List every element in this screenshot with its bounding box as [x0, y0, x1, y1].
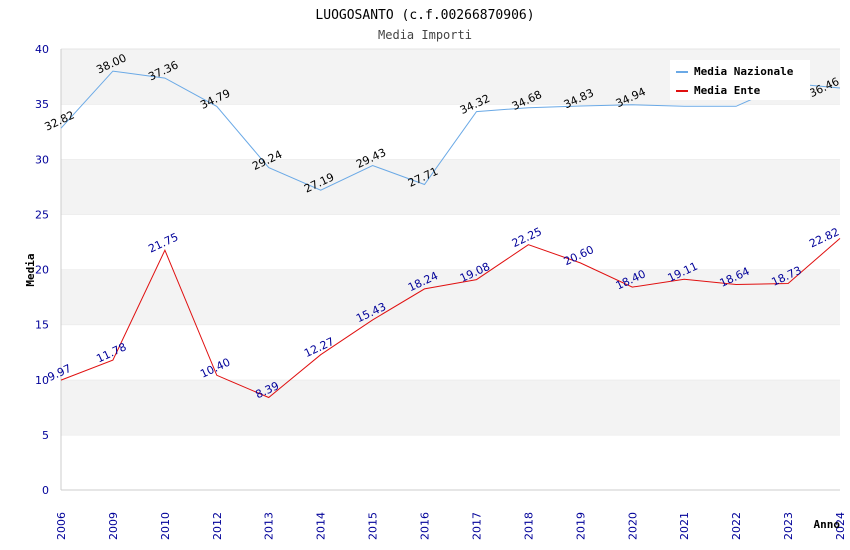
- grid-band: [61, 159, 840, 215]
- x-tick-label: 2015: [367, 512, 380, 540]
- x-tick-label: 2018: [522, 512, 535, 540]
- x-tick-label: 2010: [159, 512, 172, 540]
- y-tick-label: 35: [35, 98, 49, 111]
- x-tick-label: 2019: [574, 512, 587, 540]
- series-lines: [60, 70, 841, 399]
- series-line-ente: [60, 238, 841, 399]
- x-tick-label: 2016: [419, 512, 432, 540]
- legend: Media Nazionale Media Ente: [670, 60, 810, 100]
- y-tick-label: 5: [42, 429, 49, 442]
- x-tick-label: 2017: [470, 512, 483, 540]
- x-tick-label: 2021: [678, 512, 691, 540]
- chart-title: LUOGOSANTO (c.f.00266870906): [315, 8, 534, 23]
- x-tick-label: 2014: [315, 512, 328, 540]
- x-axis-ticks: 2006 2009 2010 2012 2013 2014 2015 2016 2017 2018…: [55, 512, 847, 540]
- grid-band: [61, 269, 840, 325]
- grid-bands: [60, 48, 840, 491]
- grid-band: [61, 214, 840, 270]
- y-tick-label: 20: [35, 264, 49, 277]
- legend-label-nazionale: Media Nazionale: [694, 65, 794, 78]
- y-tick-label: 40: [35, 43, 49, 56]
- x-tick-label: 2023: [782, 512, 795, 540]
- x-tick-label: 2012: [211, 512, 224, 540]
- legend-label-ente: Media Ente: [694, 84, 761, 97]
- series-line-nazionale: [60, 70, 841, 191]
- y-tick-label: 15: [35, 319, 49, 332]
- x-tick-label: 2022: [730, 512, 743, 540]
- grid-band: [61, 379, 840, 435]
- x-axis-label: Anno: [814, 518, 841, 531]
- x-tick-label: 2020: [626, 512, 639, 540]
- x-tick-label: 2006: [55, 512, 68, 540]
- y-tick-label: 10: [35, 374, 49, 387]
- y-tick-label: 25: [35, 208, 49, 221]
- grid-band: [61, 324, 840, 380]
- x-tick-label: 2009: [107, 512, 120, 540]
- y-axis-label: Media: [24, 253, 37, 286]
- y-tick-label: 30: [35, 153, 49, 166]
- y-tick-label: 0: [42, 484, 49, 497]
- x-tick-label: 2024: [834, 512, 847, 540]
- grid-band: [61, 434, 840, 490]
- legend-box: [670, 60, 810, 100]
- chart-subtitle: Media Importi: [378, 28, 472, 42]
- y-axis-ticks: 0 5 10 15 20 25 30 35 40: [35, 43, 49, 497]
- grid-band: [61, 104, 840, 160]
- x-tick-label: 2013: [263, 512, 276, 540]
